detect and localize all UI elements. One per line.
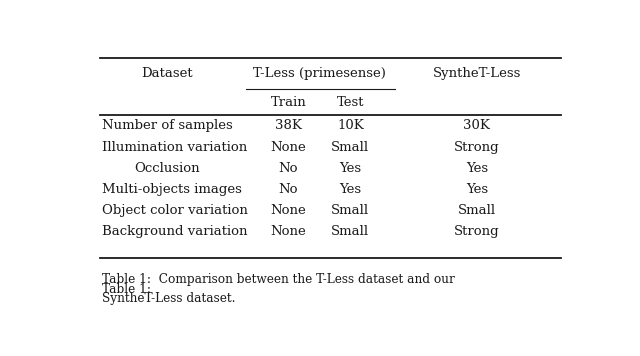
Text: Yes: Yes: [466, 183, 488, 196]
Text: T-Less (primesense): T-Less (primesense): [253, 67, 386, 80]
Text: None: None: [271, 204, 306, 217]
Text: SyntheT-Less: SyntheT-Less: [433, 67, 521, 80]
Text: Yes: Yes: [339, 183, 362, 196]
Text: Small: Small: [458, 204, 496, 217]
Text: Illumination variation: Illumination variation: [102, 141, 248, 153]
Text: No: No: [278, 162, 298, 175]
Text: Small: Small: [332, 204, 369, 217]
Text: No: No: [278, 183, 298, 196]
Text: Occlusion: Occlusion: [134, 162, 200, 175]
Text: Strong: Strong: [454, 141, 500, 153]
Text: 38K: 38K: [275, 119, 301, 132]
Text: Yes: Yes: [339, 162, 362, 175]
Text: Dataset: Dataset: [141, 67, 193, 80]
Text: Test: Test: [337, 96, 364, 109]
Text: None: None: [271, 225, 306, 238]
Text: Background variation: Background variation: [102, 225, 248, 238]
Text: Object color variation: Object color variation: [102, 204, 248, 217]
Text: 30K: 30K: [463, 119, 490, 132]
Text: Small: Small: [332, 225, 369, 238]
Text: Yes: Yes: [466, 162, 488, 175]
Text: Table 1:: Table 1:: [102, 283, 151, 296]
Text: Number of samples: Number of samples: [102, 119, 233, 132]
Text: Multi-objects images: Multi-objects images: [102, 183, 242, 196]
Text: 10K: 10K: [337, 119, 364, 132]
Text: None: None: [271, 141, 306, 153]
Text: Train: Train: [271, 96, 306, 109]
Text: Table 1:  Comparison between the T-Less dataset and our
SyntheT-Less dataset.: Table 1: Comparison between the T-Less d…: [102, 273, 455, 305]
Text: Small: Small: [332, 141, 369, 153]
Text: Strong: Strong: [454, 225, 500, 238]
